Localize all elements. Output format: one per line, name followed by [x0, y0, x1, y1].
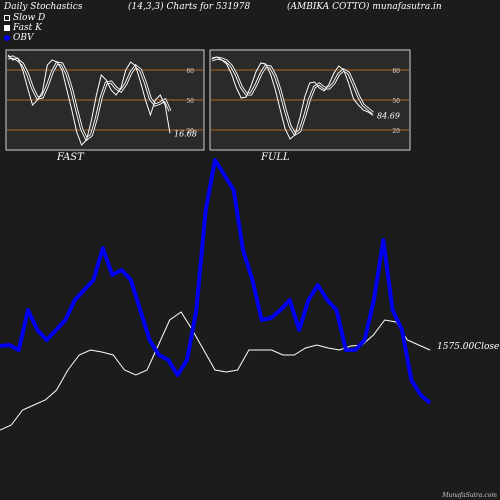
obv-line	[0, 158, 432, 405]
full-tick-80: 80	[392, 68, 400, 75]
legend: Slow D Fast K OBV	[4, 13, 45, 43]
legend-item-obv: OBV	[4, 33, 45, 43]
fast-tick-50: 50	[186, 98, 194, 105]
full-tick-50: 50	[392, 98, 400, 105]
legend-label-slow-d: Slow D	[13, 13, 46, 23]
fast-current-value: 16.68	[174, 129, 197, 138]
legend-label-obv: OBV	[13, 33, 34, 43]
legend-label-fast-k: Fast K	[13, 23, 42, 33]
hollow-square-icon	[4, 15, 10, 21]
chart-title: Daily Stochastics	[4, 2, 83, 12]
fast-panel-label: FAST	[57, 152, 84, 163]
legend-item-slow-d: Slow D	[4, 13, 45, 23]
chart-source: (AMBIKA COTTO) munafasutra.in	[287, 2, 442, 12]
full-fast-k-line	[211, 56, 374, 140]
fast-slow-d-inner	[7, 56, 171, 140]
chart-subtitle: (14,3,3) Charts for 531978	[128, 2, 251, 12]
fast-fast-k-line	[7, 54, 171, 146]
full-current-value: 84.69	[377, 111, 400, 120]
white-square-icon	[4, 25, 10, 31]
full-tick-20: 20	[392, 128, 400, 135]
full-panel-label: FULL	[261, 152, 290, 163]
full-slow-d-inner	[211, 57, 374, 135]
fast-tick-20: 20	[186, 128, 194, 135]
blue-dot-icon	[4, 35, 10, 41]
legend-item-fast-k: Fast K	[4, 23, 45, 33]
close-price-label: 1575.00Close	[437, 342, 500, 352]
fast-tick-80: 80	[186, 68, 194, 75]
footer-brand: MunafaSutra.com	[442, 492, 497, 499]
